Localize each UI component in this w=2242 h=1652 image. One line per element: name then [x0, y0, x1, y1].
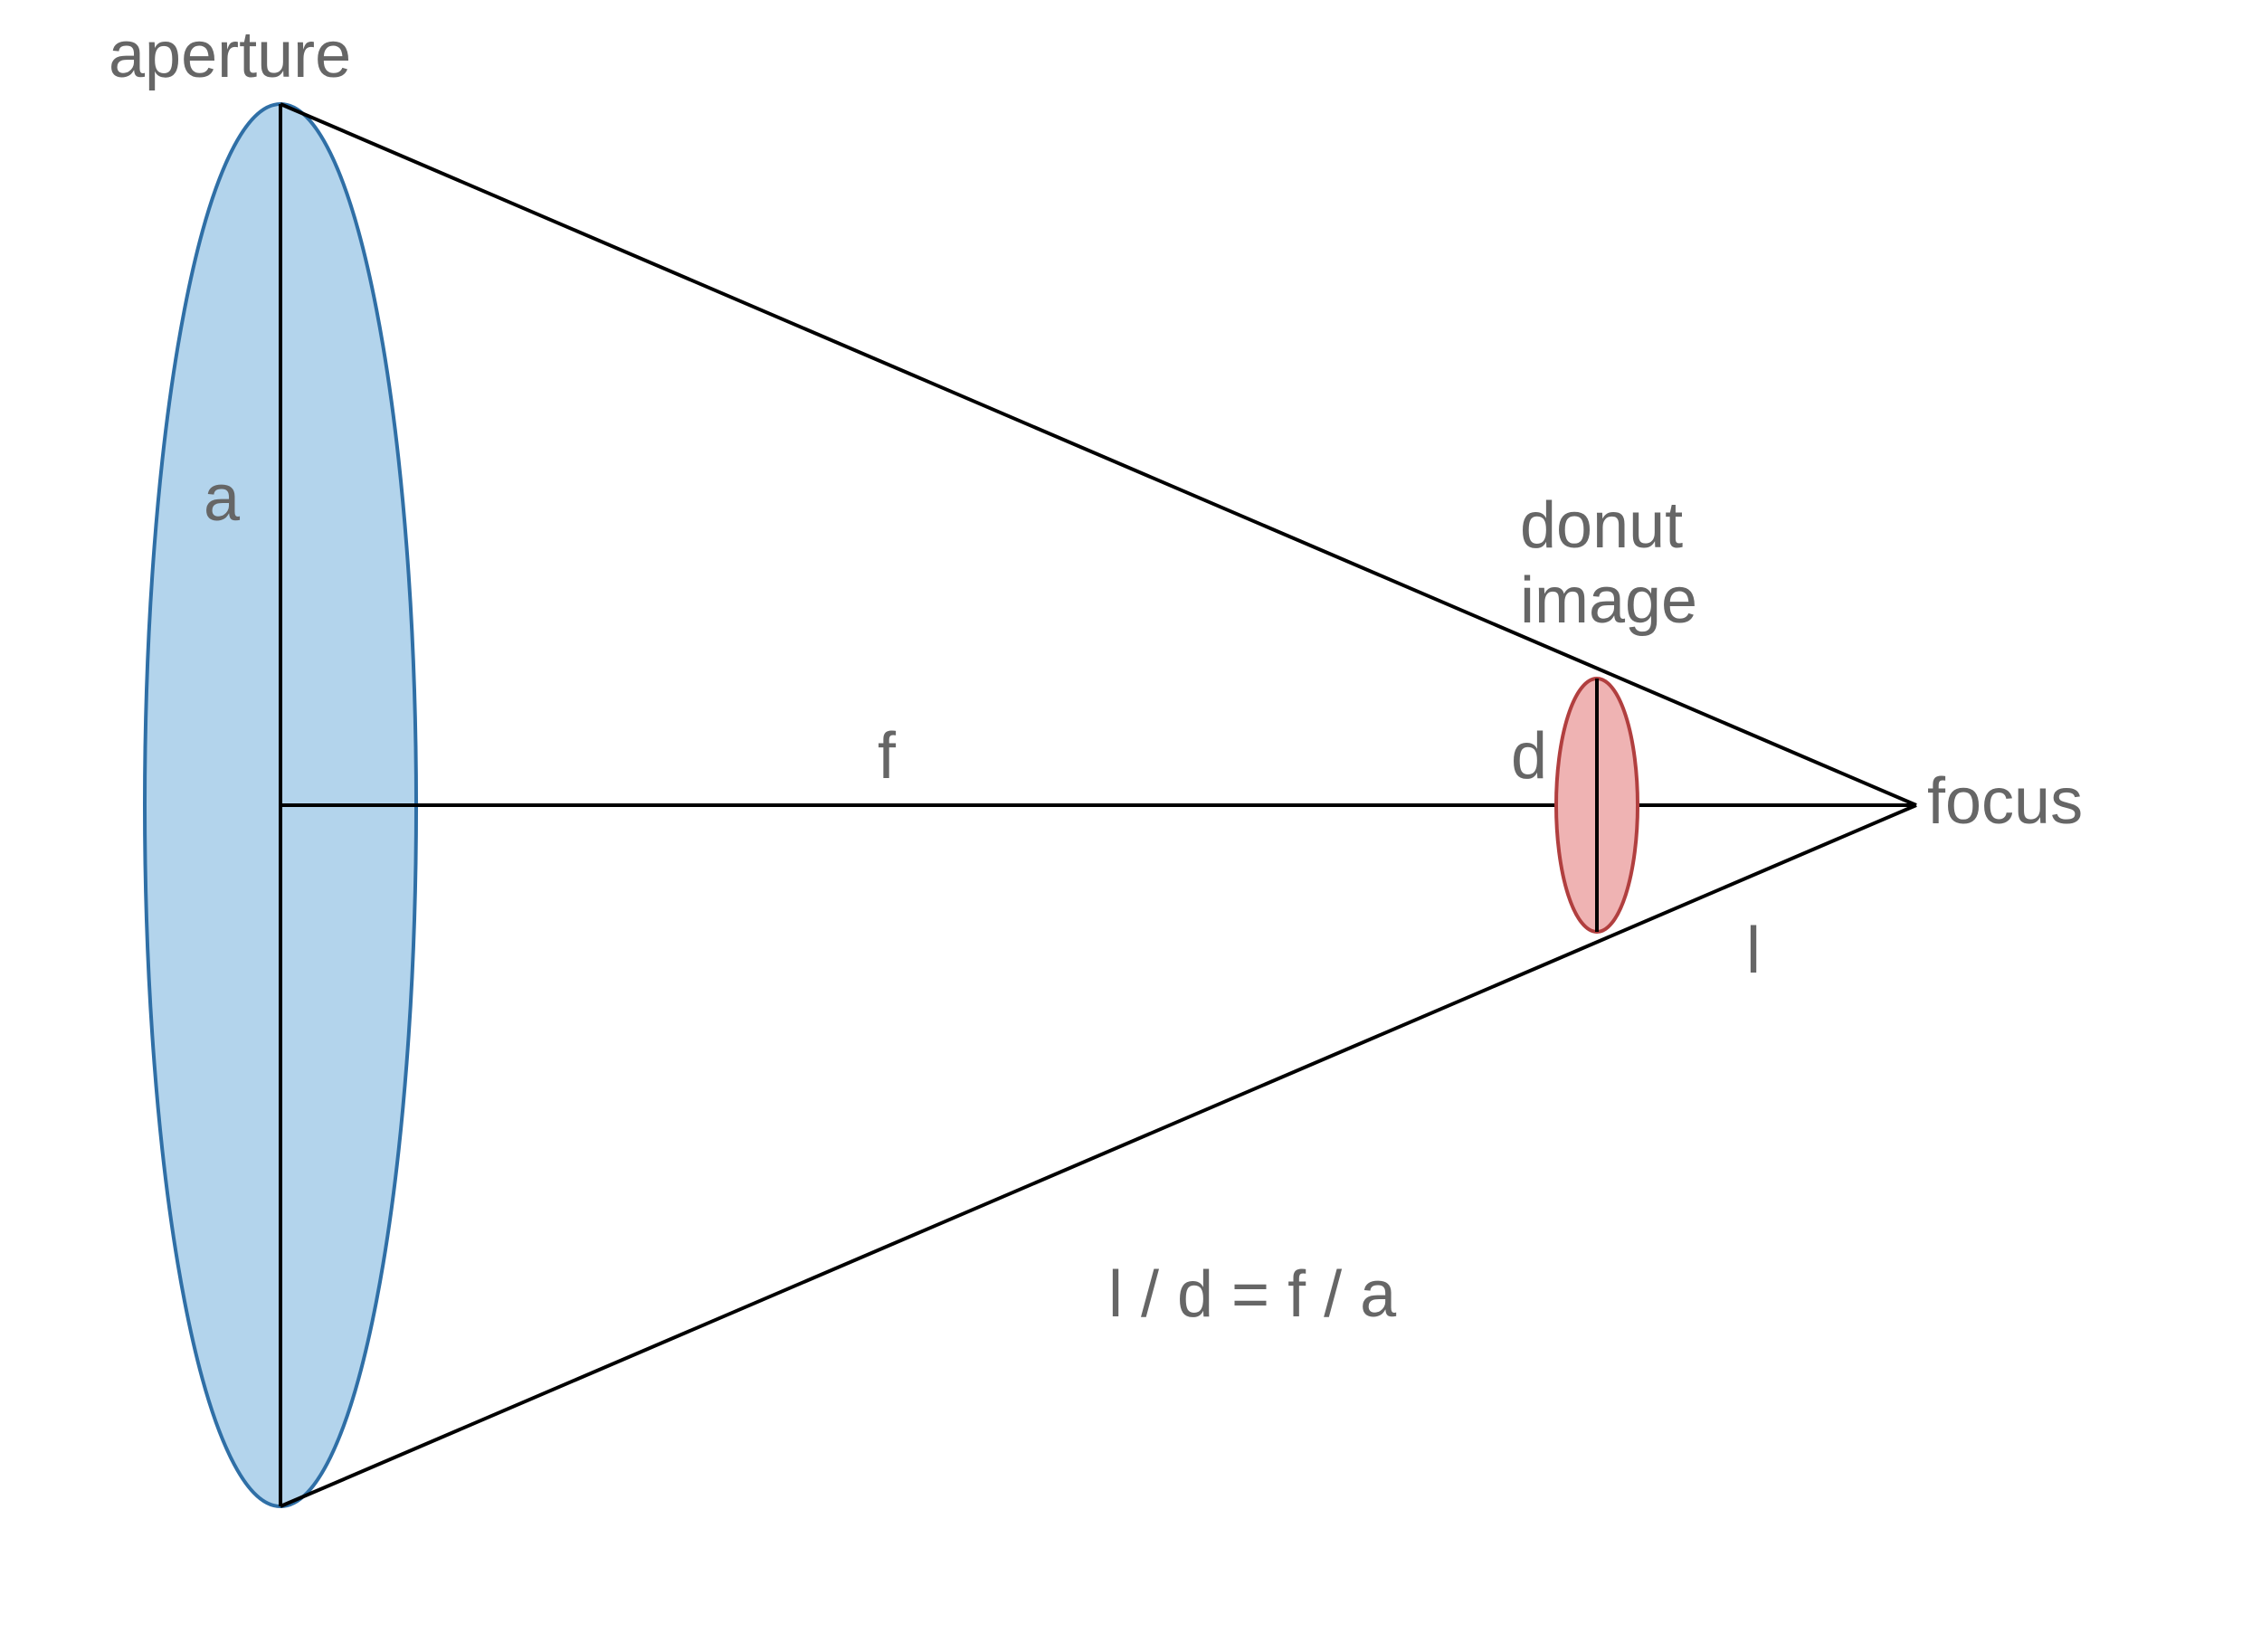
distance-l-label: l	[1746, 914, 1761, 988]
diagram-svg	[0, 0, 2242, 1652]
donut-label-line2: image	[1520, 565, 1697, 637]
bottom-ray-line	[280, 805, 1916, 1506]
aperture-label: aperture	[109, 18, 351, 92]
aperture-variable-label: a	[204, 461, 240, 536]
focal-length-label: f	[878, 719, 896, 793]
formula-label: l / d = f / a	[1108, 1258, 1396, 1332]
top-ray-line	[280, 104, 1916, 805]
donut-label-line1: donut	[1520, 489, 1683, 562]
donut-variable-label: d	[1511, 719, 1547, 793]
focus-label: focus	[1927, 764, 2083, 839]
optics-diagram: aperture a f donut image d focus l l / d…	[0, 0, 2242, 1652]
donut-image-label: donut image	[1520, 489, 1697, 639]
